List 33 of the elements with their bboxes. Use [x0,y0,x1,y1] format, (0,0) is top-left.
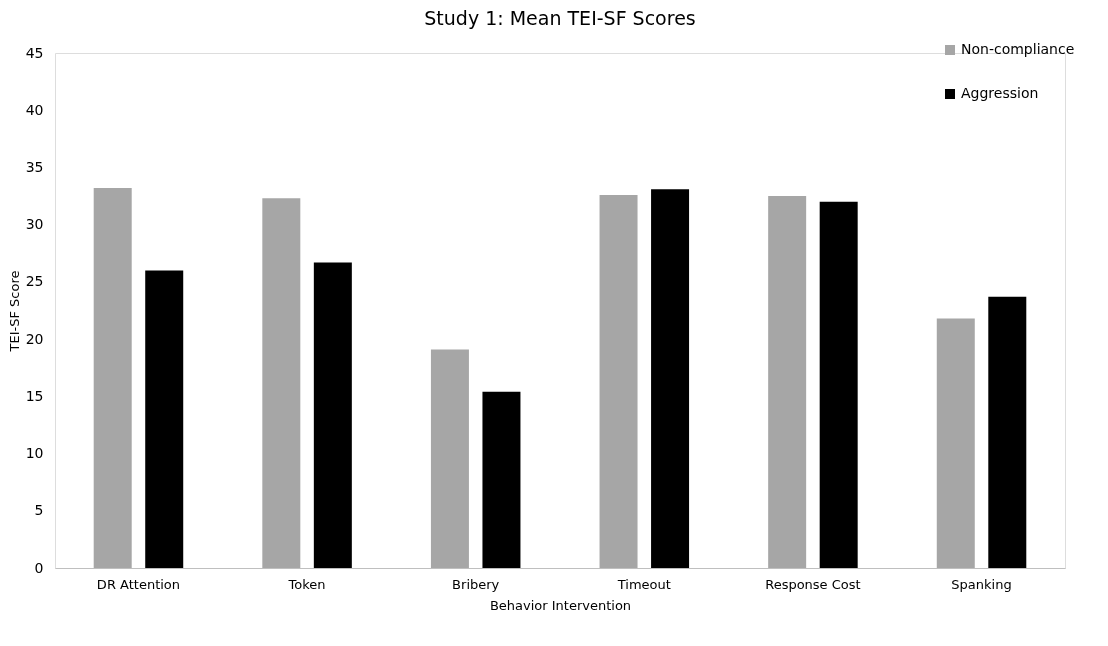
x-tick-label: Spanking [951,576,1012,592]
y-tick-label: 0 [34,559,44,576]
y-tick-label: 20 [25,330,44,347]
bar [988,296,1027,568]
y-tick-label: 30 [25,216,44,233]
bar [819,201,858,568]
x-tick-label: Timeout [616,576,671,592]
y-axis-title: TEI-SF Score [6,270,22,353]
y-tick-label: 25 [25,273,44,290]
bar [936,318,975,568]
chart-title: Study 1: Mean TEI-SF Scores [424,7,696,29]
legend-label: Aggression [961,85,1039,101]
legend-label: Non-compliance [961,41,1075,57]
x-tick-label: Token [287,576,326,592]
x-tick-label: DR Attention [96,576,181,592]
y-tick-label: 15 [25,387,44,404]
bar [768,196,807,568]
y-tick-label: 45 [25,44,44,61]
y-tick-label: 40 [25,101,44,118]
bar [262,198,301,568]
y-tick-label: 10 [25,445,44,462]
bar [651,189,690,568]
y-tick-label: 35 [25,158,44,175]
x-tick-label: Bribery [452,576,500,592]
bar [145,270,184,568]
x-tick-label: Response Cost [765,576,861,592]
bar [313,262,352,568]
bar [482,391,521,568]
bar [430,349,469,568]
y-tick-label: 5 [34,502,44,519]
bar [93,188,132,568]
x-axis-title: Behavior Intervention [489,597,632,613]
bar [599,194,638,568]
